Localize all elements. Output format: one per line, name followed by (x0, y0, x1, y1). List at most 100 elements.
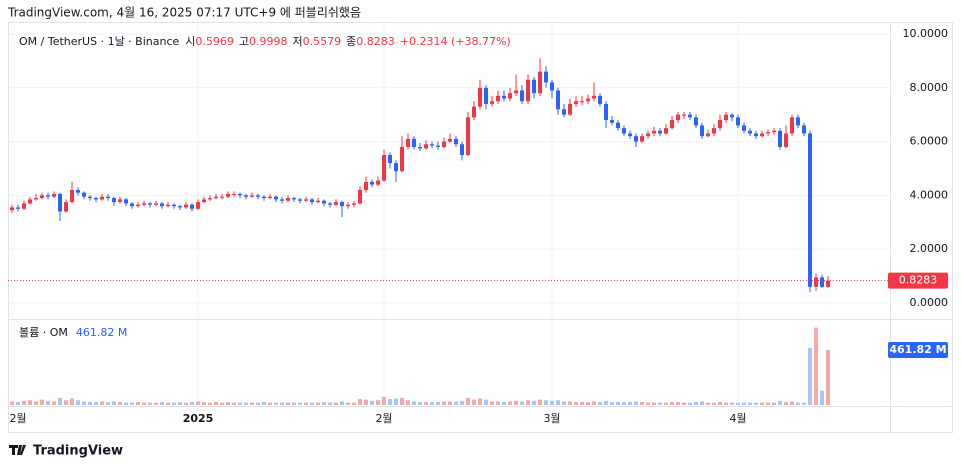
last-volume-label: 461.82 M (889, 343, 946, 356)
candle-body (340, 202, 344, 207)
volume-bar (706, 402, 710, 405)
candle-body (640, 136, 644, 142)
candle-body (694, 117, 698, 126)
volume-bar (178, 402, 182, 405)
volume-bar (556, 400, 560, 405)
open-label: 시 (185, 35, 195, 48)
candle-body (826, 280, 830, 287)
candle-body (268, 196, 272, 199)
volume-bar (460, 400, 464, 405)
candle-body (160, 203, 164, 207)
volume-bar (592, 401, 596, 405)
candle-body (262, 196, 266, 199)
volume-bar (10, 401, 14, 405)
volume-bar (754, 402, 758, 405)
volume-bar (574, 402, 578, 405)
volume-bar (622, 402, 626, 405)
candle-body (544, 71, 548, 83)
candle-body (556, 90, 560, 110)
volume-bar (616, 402, 620, 405)
candle-body (682, 114, 686, 116)
candle-body (358, 189, 362, 204)
candle-body (28, 199, 32, 204)
volume-bar (736, 402, 740, 405)
candle-body (622, 128, 626, 134)
candle-body (568, 103, 572, 115)
volume-bar (682, 402, 686, 405)
chart-frame (8, 22, 953, 433)
volume-bar (568, 401, 572, 405)
candle-body (100, 196, 104, 200)
candle-body (178, 206, 182, 208)
candle-body (292, 198, 296, 200)
candle-body (172, 204, 176, 207)
candle-body (460, 144, 464, 156)
low-value: 0.5579 (303, 35, 342, 48)
volume-bar (148, 402, 152, 405)
volume-bar (430, 402, 434, 405)
candle-body (748, 130, 752, 134)
candle-body (226, 194, 230, 197)
symbol: OM / TetherUS · 1날 · Binance (19, 35, 180, 48)
candle-body (436, 145, 440, 147)
candle-body (808, 133, 812, 287)
candle-body (370, 181, 374, 185)
volume-bar (724, 402, 728, 405)
low-label: 저 (293, 35, 303, 48)
volume-bar (772, 402, 776, 405)
y-tick-label: 4.0000 (910, 188, 949, 201)
volume-bar (172, 402, 176, 405)
volume-bar (790, 401, 794, 405)
candle-body (106, 196, 110, 199)
y-tick-label: 6.0000 (910, 135, 949, 148)
volume-bar (760, 402, 764, 405)
volume-bar (472, 399, 476, 405)
volume-bar (796, 402, 800, 405)
candle-body (610, 120, 614, 123)
candle-body (238, 194, 242, 196)
volume-bar (598, 402, 602, 405)
candle-body (478, 87, 482, 107)
candle-body (406, 138, 410, 147)
candle-body (586, 98, 590, 102)
volume-bar (748, 402, 752, 405)
candle-body (352, 203, 356, 205)
volume-bar (184, 402, 188, 405)
volume-bar (220, 402, 224, 405)
volume-bar (226, 402, 230, 405)
volume-bar (820, 390, 824, 405)
candle-body (130, 203, 134, 207)
candle-body (190, 204, 194, 209)
y-tick-label: 8.0000 (910, 81, 949, 94)
candle-body (400, 146, 404, 172)
volume-bar (358, 399, 362, 405)
legend: OM / TetherUS · 1날 · Binance 시0.5969 고0.99… (19, 35, 511, 48)
last-price-label: 0.8283 (899, 274, 938, 287)
candle-body (442, 141, 446, 147)
candle-body (730, 114, 734, 118)
candle-body (820, 277, 824, 287)
volume-bar (88, 402, 92, 405)
volume-bar (586, 402, 590, 405)
volume-bar (244, 402, 248, 405)
volume-bar (544, 400, 548, 405)
volume-bar (238, 402, 242, 405)
volume-bar (628, 402, 632, 405)
candle-body (718, 120, 722, 129)
volume-bar (400, 397, 404, 405)
candle-body (472, 106, 476, 118)
volume-bar (502, 402, 506, 405)
volume-bar (298, 402, 302, 405)
volume-bar (22, 400, 26, 405)
volume-bar (604, 400, 608, 405)
candle-body (274, 196, 278, 200)
volume-bar (328, 402, 332, 405)
candle-body (706, 133, 710, 137)
candle-body (346, 204, 350, 207)
candle-body (634, 136, 638, 142)
volume-bar (202, 402, 206, 405)
volume-bar (580, 402, 584, 405)
candle-body (412, 138, 416, 147)
